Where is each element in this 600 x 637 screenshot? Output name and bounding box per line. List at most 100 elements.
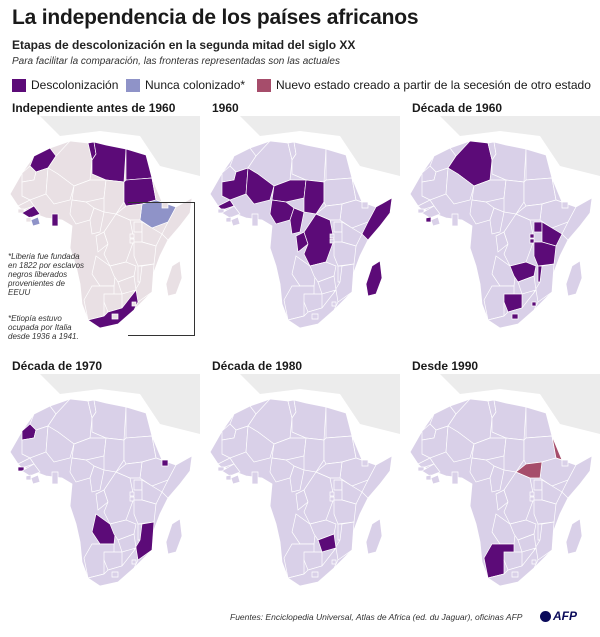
country-mali [45, 167, 75, 205]
country-tanzania [333, 499, 357, 525]
background-landmass [240, 374, 400, 434]
country-sierra-leona [225, 474, 232, 481]
country-sudafrica [487, 547, 539, 587]
country-camerun [89, 207, 105, 235]
country-libia [291, 141, 327, 183]
country-guinea [21, 463, 41, 477]
country-sudan-del-sur [115, 461, 143, 479]
country-sudafrica [487, 289, 539, 329]
country-tanzania [333, 241, 357, 267]
map-1980s [209, 374, 400, 587]
country-yibuti [561, 201, 569, 209]
country-sudan-del-sur [515, 203, 543, 221]
country-egipto [325, 406, 353, 439]
country-libia [91, 399, 127, 441]
country-liberia [230, 474, 241, 485]
legend-label-decolonization: Descolonización [31, 78, 119, 92]
country-burundi [129, 496, 135, 502]
panel-title-1970s: Década de 1970 [12, 359, 103, 373]
country-madagascar [165, 518, 183, 555]
country-suazilandia [131, 559, 137, 565]
country-lesoto [111, 571, 119, 578]
country-liberia [30, 216, 41, 227]
country-liberia [30, 474, 41, 485]
background-landmass [240, 116, 400, 176]
legend-swatch-secession [257, 78, 271, 92]
country-somalia [161, 455, 193, 499]
country-camerun [289, 207, 305, 235]
page-subtitle: Etapas de descolonización en la segunda … [12, 38, 356, 52]
borders-note: Para facilitar la comparación, las front… [12, 56, 340, 67]
country-sudan-del-sur [315, 461, 343, 479]
country-liberia [430, 216, 441, 227]
country-egipto [325, 148, 353, 181]
panel-title-since-1990: Desde 1990 [412, 359, 479, 373]
country-ruanda [329, 233, 335, 239]
country-sierra-leona [425, 474, 432, 481]
country-sierra-leona [425, 216, 432, 223]
country-guinea [221, 463, 241, 477]
country-ruanda [129, 491, 135, 497]
country-lesoto [311, 313, 319, 320]
country-ghana [251, 213, 259, 227]
map-1970s [9, 374, 200, 587]
page-title: La independencia de los países africanos [12, 6, 419, 29]
country-somalia [161, 197, 193, 241]
country-sierra-leona [225, 216, 232, 223]
country-guinea [21, 205, 41, 219]
country-suazilandia [531, 559, 537, 565]
legend-label-secession: Nuevo estado creado a partir de la seces… [276, 78, 591, 92]
country-liberia [430, 474, 441, 485]
country-mali [45, 425, 75, 463]
country-yibuti [361, 201, 369, 209]
country-burundi [329, 496, 335, 502]
legend-item-secession: Nuevo estado creado a partir de la seces… [257, 78, 591, 92]
legend-item-decolonization: Descolonización [12, 78, 118, 92]
afp-logo-text: AFP [553, 609, 577, 623]
country-madagascar [365, 518, 383, 555]
country-suazilandia [331, 559, 337, 565]
country-mali [445, 425, 475, 463]
panel-title-1960s: Década de 1960 [412, 101, 503, 115]
country-yibuti [161, 459, 169, 467]
map-1960s [409, 116, 600, 329]
panel-title-before-1960: Independiente antes de 1960 [12, 101, 176, 115]
afp-logo-mark [540, 610, 551, 622]
legend-swatch-never-colonized [126, 78, 140, 92]
legend-item-never-colonized: Nunca colonizado* [126, 78, 245, 92]
country-lesoto [311, 571, 319, 578]
country-lesoto [511, 313, 519, 320]
country-libia [291, 399, 327, 441]
country-ruanda [329, 491, 335, 497]
country-somalia [361, 455, 393, 499]
country-sudafrica [287, 289, 339, 329]
country-yibuti [361, 459, 369, 467]
country-suazilandia [531, 301, 537, 307]
country-mali [245, 425, 275, 463]
map-since-1990 [409, 374, 600, 587]
country-libia [491, 399, 527, 441]
legend-swatch-decolonization [12, 78, 26, 92]
country-uganda [333, 221, 343, 233]
country-mali [245, 167, 275, 205]
footnote-liberia: *Liberia fue fundada en 1822 por esclavo… [8, 252, 85, 297]
country-egipto [125, 406, 153, 439]
country-burundi [529, 496, 535, 502]
country-ruanda [129, 233, 135, 239]
map-1960 [209, 116, 400, 329]
country-egipto [125, 148, 153, 181]
panel-title-1960: 1960 [212, 101, 239, 115]
country-ghana [51, 471, 59, 485]
source-note: Fuentes: Enciclopedia Universal, Atlas d… [230, 612, 523, 622]
country-sudan-del-sur [315, 203, 343, 221]
country-sudafrica [287, 547, 339, 587]
country-camerun [489, 465, 505, 493]
background-landmass [40, 374, 200, 434]
country-somalia [361, 197, 393, 241]
country-libia [91, 141, 127, 183]
country-sierra-leona [25, 216, 32, 223]
country-tanzania [533, 241, 557, 267]
country-sudafrica [87, 547, 139, 587]
country-madagascar [565, 260, 583, 297]
country-madagascar [365, 260, 383, 297]
